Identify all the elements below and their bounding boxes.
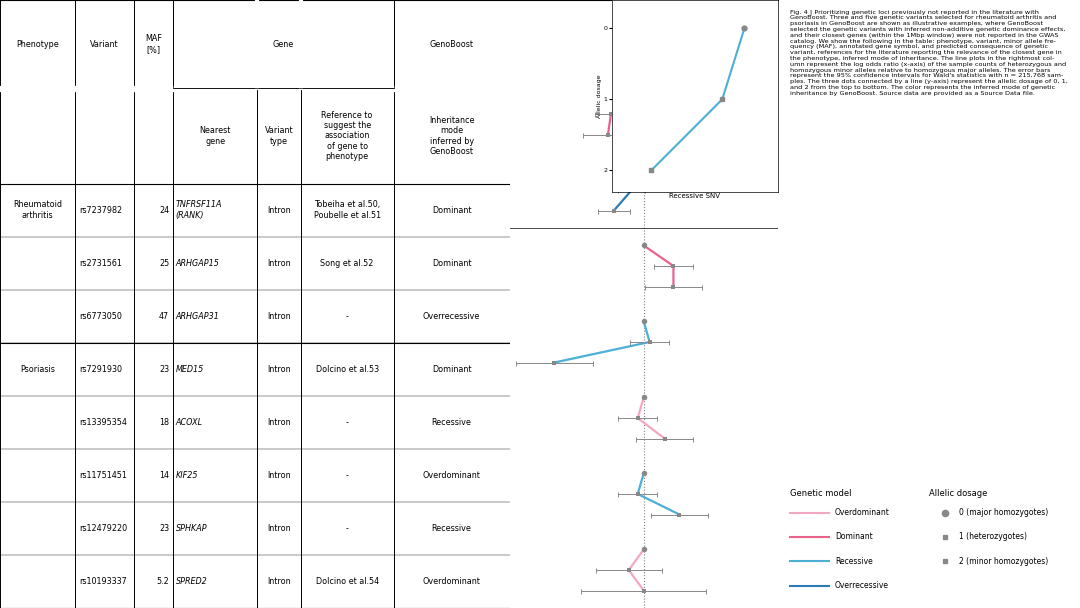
- Text: Intron: Intron: [267, 471, 291, 480]
- Text: Overdominant: Overdominant: [422, 577, 481, 586]
- Text: Recessive: Recessive: [835, 557, 873, 565]
- Text: GenoBoost: GenoBoost: [430, 40, 474, 49]
- Text: SPRED2: SPRED2: [176, 577, 207, 586]
- Text: 14: 14: [159, 471, 170, 480]
- Text: Genetic model: Genetic model: [789, 489, 851, 499]
- Text: 23: 23: [159, 524, 170, 533]
- Text: TNFRSF11A
(RANK): TNFRSF11A (RANK): [176, 201, 222, 220]
- Text: ACOXL: ACOXL: [176, 418, 203, 427]
- Text: Intron: Intron: [267, 577, 291, 586]
- Text: Dominant: Dominant: [432, 206, 471, 215]
- Text: Intron: Intron: [267, 258, 291, 268]
- Text: Intron: Intron: [267, 312, 291, 321]
- Text: -: -: [346, 418, 349, 427]
- Text: Overdominant: Overdominant: [422, 471, 481, 480]
- Text: 5.2: 5.2: [157, 577, 170, 586]
- Text: 0 (major homozygotes): 0 (major homozygotes): [959, 508, 1049, 517]
- Text: -: -: [346, 524, 349, 533]
- Text: Recessive: Recessive: [432, 524, 472, 533]
- Text: Dominant: Dominant: [432, 258, 471, 268]
- Text: rs10193337: rs10193337: [80, 577, 127, 586]
- Text: MAF
[%]: MAF [%]: [145, 35, 162, 54]
- Text: Dominant: Dominant: [432, 365, 471, 374]
- Text: Intron: Intron: [267, 206, 291, 215]
- Text: rs2731561: rs2731561: [80, 258, 122, 268]
- Text: Inheritance
mode
inferred by
GenoBoost: Inheritance mode inferred by GenoBoost: [429, 116, 474, 156]
- Text: rs7291930: rs7291930: [80, 365, 122, 374]
- Text: Rheumatoid
arthritis: Rheumatoid arthritis: [13, 201, 63, 220]
- Text: SPHKAP: SPHKAP: [176, 524, 207, 533]
- Text: ARHGAP31: ARHGAP31: [176, 312, 219, 321]
- Text: MED15: MED15: [176, 365, 204, 374]
- Text: Phenotype: Phenotype: [16, 40, 59, 49]
- Text: -: -: [346, 312, 349, 321]
- Text: Variant: Variant: [91, 40, 119, 49]
- Text: Overdominant: Overdominant: [835, 508, 890, 517]
- Text: 23: 23: [159, 365, 170, 374]
- Text: Nearest
gene: Nearest gene: [200, 126, 231, 145]
- Text: Overrecessive: Overrecessive: [423, 312, 481, 321]
- Text: rs6773050: rs6773050: [80, 312, 122, 321]
- Text: Gene: Gene: [273, 40, 294, 49]
- Text: Intron: Intron: [267, 524, 291, 533]
- Text: Fig. 4 | Prioritizing genetic loci previously not reported in the literature wit: Fig. 4 | Prioritizing genetic loci previ…: [789, 9, 1067, 96]
- Text: rs12479220: rs12479220: [80, 524, 127, 533]
- Text: Recessive: Recessive: [432, 418, 472, 427]
- Text: Intron: Intron: [267, 418, 291, 427]
- Text: -: -: [346, 471, 349, 480]
- Text: 25: 25: [159, 258, 170, 268]
- Text: Tobeiha et al.50,
Poubelle et al.51: Tobeiha et al.50, Poubelle et al.51: [313, 201, 381, 220]
- Text: Dominant: Dominant: [835, 533, 873, 541]
- Text: Song et al.52: Song et al.52: [321, 258, 374, 268]
- Text: ARHGAP15: ARHGAP15: [176, 258, 219, 268]
- Text: Overrecessive: Overrecessive: [835, 581, 889, 590]
- Text: Reference to
suggest the
association
of gene to
phenotype: Reference to suggest the association of …: [322, 111, 373, 161]
- Text: 24: 24: [159, 206, 170, 215]
- Text: Variant
type: Variant type: [265, 126, 294, 145]
- Text: rs11751451: rs11751451: [80, 471, 127, 480]
- Text: 18: 18: [159, 418, 170, 427]
- Text: 1 (heterozygotes): 1 (heterozygotes): [959, 533, 1027, 541]
- Text: KIF25: KIF25: [176, 471, 199, 480]
- Text: Dolcino et al.53: Dolcino et al.53: [315, 365, 379, 374]
- Text: 47: 47: [159, 312, 170, 321]
- Text: rs7237982: rs7237982: [80, 206, 123, 215]
- Text: rs13395354: rs13395354: [80, 418, 127, 427]
- Text: Allelic dosage: Allelic dosage: [929, 489, 987, 499]
- Text: Intron: Intron: [267, 365, 291, 374]
- Text: Dolcino et al.54: Dolcino et al.54: [315, 577, 379, 586]
- Text: 2 (minor homozygotes): 2 (minor homozygotes): [959, 557, 1049, 565]
- Text: Psoriasis: Psoriasis: [21, 365, 55, 374]
